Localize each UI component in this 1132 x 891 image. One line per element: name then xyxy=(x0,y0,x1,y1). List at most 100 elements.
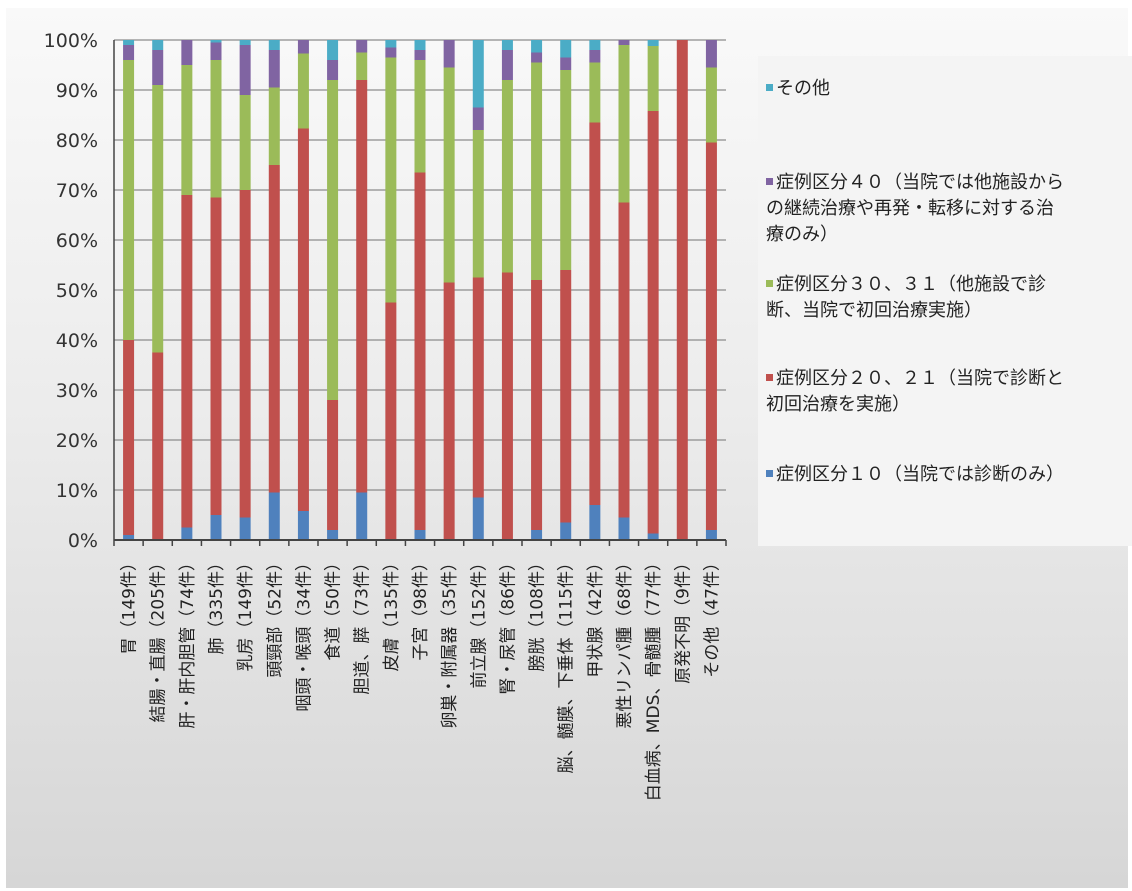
bar-segment-1 xyxy=(589,505,601,540)
bar-segment-3 xyxy=(560,70,572,270)
bars xyxy=(123,40,717,540)
bar-segment-2 xyxy=(210,197,222,515)
x-tick-label: 食道（50件） xyxy=(324,554,344,661)
x-tick-label: 頭頸部（52件） xyxy=(265,554,285,678)
y-tick-label: 80% xyxy=(56,130,98,152)
bar-segment-2 xyxy=(152,352,164,540)
bar-segment-2 xyxy=(705,142,717,530)
bar-segment-3 xyxy=(123,60,135,340)
bar-segment-5 xyxy=(560,40,572,58)
bar-segment-4 xyxy=(560,57,572,70)
bar-segment-5 xyxy=(647,40,659,46)
x-tick-label: 咽頭・喉頭（34件） xyxy=(294,554,314,712)
bar-segment-4 xyxy=(443,40,455,68)
bar-segment-2 xyxy=(327,400,339,530)
x-tick-label: 白血病、MDS、骨髄腫（77件） xyxy=(644,554,664,801)
y-tick-label: 10% xyxy=(56,480,98,502)
bar-segment-1 xyxy=(647,533,659,540)
x-tick-label: 乳房（149件） xyxy=(236,554,256,671)
bar-segment-3 xyxy=(297,53,309,129)
bar-segment-2 xyxy=(618,202,630,518)
legend-item-other: その他 xyxy=(766,76,1126,102)
x-tick-label: 卵巣・附属器（35件） xyxy=(440,554,460,729)
x-tick-label: 悪性リンパ腫（68件） xyxy=(615,554,635,729)
bar-segment-1 xyxy=(327,530,339,540)
bar-segment-4 xyxy=(705,40,717,68)
legend-label-category-40-line1: 症例区分４０（当院では他施設から xyxy=(776,172,1064,193)
bar-segment-4 xyxy=(123,45,135,60)
bar-segment-3 xyxy=(385,57,397,303)
bar-segment-3 xyxy=(472,130,484,278)
y-tick-labels: 0% 10% 20% 30% 40% 50% 60% 70% 80% 90% 100% xyxy=(44,30,98,552)
bar-segment-4 xyxy=(531,52,543,63)
legend-label-other: その他 xyxy=(776,78,830,99)
legend-label-category-10: 症例区分１０（当院では診断のみ） xyxy=(776,464,1064,485)
y-tick-label: 50% xyxy=(56,280,98,302)
bar-segment-1 xyxy=(297,511,309,540)
bar-segment-4 xyxy=(210,42,222,60)
bar-segment-3 xyxy=(443,67,455,283)
bar-segment-3 xyxy=(705,67,717,143)
bar-segment-2 xyxy=(560,270,572,523)
bar-segment-1 xyxy=(210,515,222,540)
legend-swatch-category-30 xyxy=(766,279,773,287)
bar-segment-1 xyxy=(618,517,630,540)
bar-segment-1 xyxy=(472,497,484,540)
bar-segment-4 xyxy=(327,60,339,80)
x-tick-label: その他（47件） xyxy=(702,554,722,678)
stacked-bar-chart: 0% 10% 20% 30% 40% 50% 60% 70% 80% 90% 100% 胃（149件… xyxy=(44,30,727,801)
y-tick-label: 100% xyxy=(44,30,98,52)
bar-segment-5 xyxy=(268,40,280,50)
legend-item-category-40: 症例区分４０（当院では他施設から の継続治療や再発・転移に対する治 療のみ） xyxy=(766,170,1126,248)
bar-segment-1 xyxy=(560,522,572,540)
bar-segment-3 xyxy=(531,62,543,280)
x-tick-label: 胆道、膵（73件） xyxy=(353,554,373,695)
bar-segment-4 xyxy=(268,50,280,88)
bar-segment-4 xyxy=(356,40,368,53)
bar-segment-4 xyxy=(181,40,193,65)
legend-label-category-30-line2: 断、当院で初回治療実施） xyxy=(766,300,982,321)
bar-segment-1 xyxy=(268,492,280,540)
bar-segment-4 xyxy=(152,50,164,85)
bar-segment-2 xyxy=(239,190,251,518)
bar-segment-2 xyxy=(268,165,280,493)
bar-segment-4 xyxy=(618,40,630,45)
x-tick-label: 膀胱（108件） xyxy=(528,554,548,671)
axes xyxy=(113,40,727,546)
bar-segment-4 xyxy=(297,40,309,54)
x-tick-label: 胃（149件） xyxy=(120,554,140,654)
x-tick-label: 皮膚（135件） xyxy=(382,554,402,671)
legend-item-category-30: 症例区分３０、３１（他施設で診 断、当院で初回治療実施） xyxy=(766,272,1126,324)
legend-swatch-other xyxy=(766,83,773,91)
x-tick-labels: 胃（149件） 結腸・直腸（205件） 肝・肝内胆管（74件） 肺（335件） 乳房（1… xyxy=(120,554,723,801)
legend-label-category-40-line3: 療のみ） xyxy=(766,224,838,245)
y-tick-label: 70% xyxy=(56,180,98,202)
bar-segment-1 xyxy=(705,530,717,540)
bar-segment-2 xyxy=(647,111,659,534)
bar-segment-5 xyxy=(123,40,135,45)
x-tick-label: 結腸・直腸（205件） xyxy=(149,554,169,722)
bar-segment-1 xyxy=(181,527,193,540)
bar-segment-5 xyxy=(239,40,251,45)
x-tick-label: 腎・尿管（86件） xyxy=(498,554,518,695)
bar-segment-2 xyxy=(297,128,309,511)
bar-segment-3 xyxy=(327,80,339,400)
legend-swatch-category-40 xyxy=(766,177,773,185)
bar-segment-2 xyxy=(181,195,193,528)
bar-segment-5 xyxy=(501,40,513,50)
legend-label-category-40-line2: の継続治療や再発・転移に対する治 xyxy=(766,198,1054,219)
bar-segment-3 xyxy=(152,85,164,353)
y-tick-label: 20% xyxy=(56,430,98,452)
bar-segment-2 xyxy=(531,280,543,530)
x-tick-label: 脳、髄膜、下垂体（115件） xyxy=(557,554,577,773)
bar-segment-2 xyxy=(676,40,688,540)
y-tick-label: 30% xyxy=(56,380,98,402)
y-tick-label: 60% xyxy=(56,230,98,252)
bar-segment-5 xyxy=(414,40,426,50)
bar-segment-2 xyxy=(589,122,601,505)
bar-segment-1 xyxy=(356,492,368,540)
x-tick-label: 原発不明（9件） xyxy=(673,554,693,684)
bar-segment-1 xyxy=(531,530,543,540)
bar-segment-2 xyxy=(472,277,484,498)
legend: その他 症例区分４０（当院では他施設から の継続治療や再発・転移に対する治 療の… xyxy=(758,56,1132,546)
